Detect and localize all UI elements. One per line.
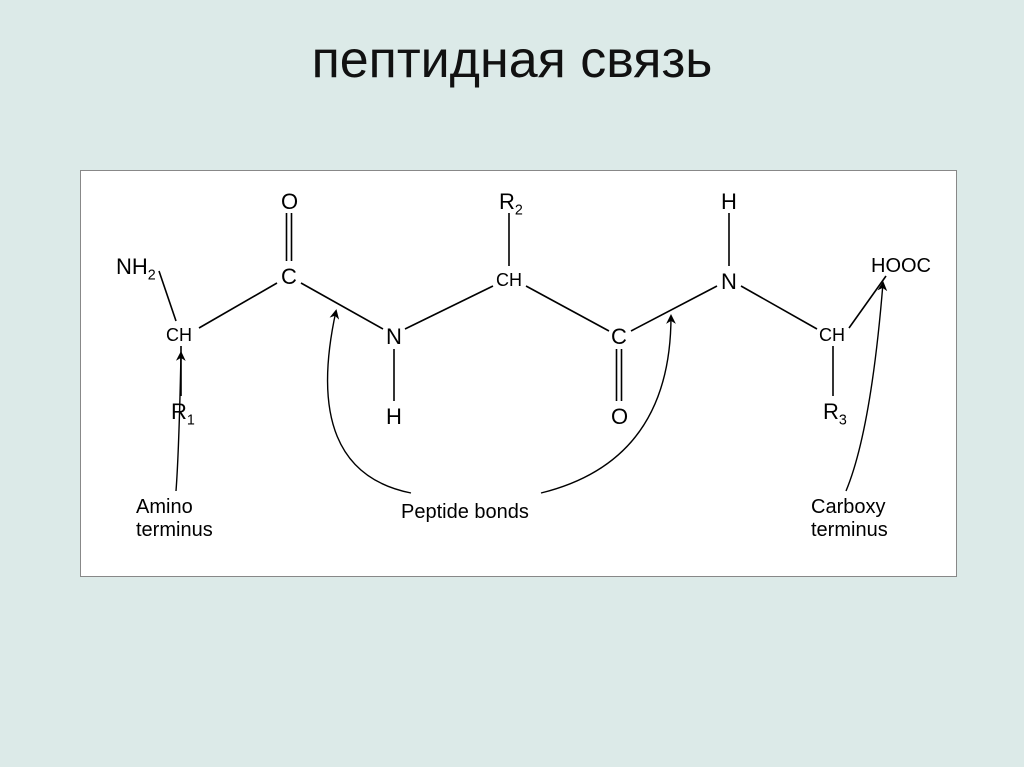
label-peptide-bonds: Peptide bonds [401,501,529,524]
slide-title: пептидная связь [0,30,1024,90]
atom-h1: H [386,406,402,428]
atom-c1: C [281,266,297,288]
atom-hooc: HOOC [871,256,931,276]
atom-r1: R1 [171,401,195,428]
atom-o2: O [611,406,628,428]
atom-h2: H [721,191,737,213]
atom-o1: O [281,191,298,213]
label-amino-terminus: Aminoterminus [136,496,213,542]
atom-nh2: NH2 [116,256,156,283]
atom-n2: N [721,271,737,293]
atom-ch3: CH [819,326,845,344]
diagram-panel: NH2 CH R1 C O N H CH R2 C O N H CH R3 HO… [80,170,957,577]
slide: пептидная связь NH2 CH R1 C O N H CH R2 … [0,0,1024,767]
atom-c2: C [611,326,627,348]
atom-n1: N [386,326,402,348]
atom-r2: R2 [499,191,523,218]
atom-ch1: CH [166,326,192,344]
label-carboxy-terminus: Carboxyterminus [811,496,888,542]
atom-r3: R3 [823,401,847,428]
atom-ch2: CH [496,271,522,289]
